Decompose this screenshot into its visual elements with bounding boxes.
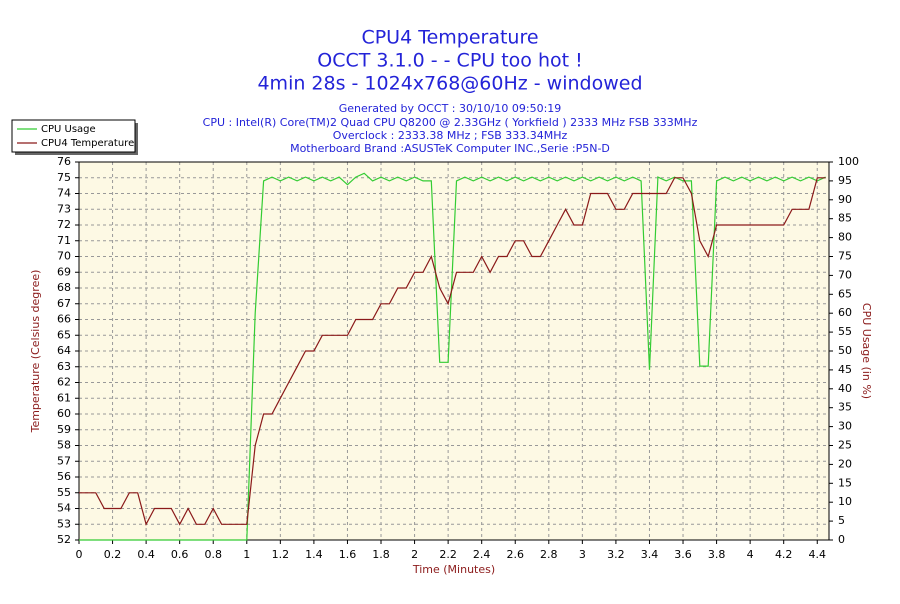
- y-tick-label: 64: [57, 344, 71, 357]
- y-tick-label: 57: [57, 454, 71, 467]
- y-tick-label: 54: [57, 502, 71, 515]
- x-tick-label: 2: [411, 548, 418, 561]
- y2-tick-label: 30: [838, 420, 852, 433]
- y-tick-label: 68: [57, 281, 71, 294]
- x-tick-label: 0.2: [104, 548, 122, 561]
- y-tick-label: 72: [57, 218, 71, 231]
- y-tick-label: 75: [57, 171, 71, 184]
- y2-tick-label: 10: [838, 495, 852, 508]
- legend-label: CPU4 Temperature: [41, 138, 134, 149]
- x-tick-label: 1.8: [372, 548, 390, 561]
- y-tick-label: 58: [57, 439, 71, 452]
- y-tick-label: 62: [57, 376, 71, 389]
- y2-tick-label: 45: [838, 363, 852, 376]
- y-tick-label: 67: [57, 297, 71, 310]
- y2-tick-label: 65: [838, 287, 852, 300]
- x-tick-label: 4.2: [775, 548, 793, 561]
- subtitle: 4min 28s - 1024x768@60Hz - windowed: [257, 73, 642, 95]
- y-tick-label: 66: [57, 313, 71, 326]
- y-tick-label: 74: [57, 187, 71, 200]
- y-tick-label: 65: [57, 328, 71, 341]
- x-tick-label: 3.4: [641, 548, 659, 561]
- info: Overclock : 2333.38 MHz ; FSB 333.34MHz: [333, 129, 568, 142]
- x-tick-label: 0.6: [171, 548, 189, 561]
- y2-tick-label: 55: [838, 325, 852, 338]
- x-tick-label: 0.8: [204, 548, 222, 561]
- x-tick-label: 0: [76, 548, 83, 561]
- y-tick-label: 76: [57, 155, 71, 168]
- y-tick-label: 55: [57, 486, 71, 499]
- y-tick-label: 73: [57, 202, 71, 215]
- y2-tick-label: 95: [838, 174, 852, 187]
- x-tick-label: 3: [579, 548, 586, 561]
- plot-frame: [78, 161, 830, 541]
- y2-tick-label: 75: [838, 250, 852, 263]
- series-line: [79, 177, 826, 526]
- y-tick-label: 61: [57, 391, 71, 404]
- x-tick-label: 3.2: [607, 548, 625, 561]
- y2-tick-label: 5: [838, 514, 845, 527]
- y2-tick-label: 0: [838, 533, 845, 546]
- subtitle: OCCT 3.1.0 - - CPU too hot !: [317, 50, 583, 72]
- y2-axis-label: CPU Usage (in %): [860, 303, 873, 399]
- x-tick-label: 1.6: [339, 548, 357, 561]
- info: Motherboard Brand :ASUSTeK Computer INC.…: [290, 142, 610, 155]
- y2-tick-label: 70: [838, 268, 852, 281]
- y-tick-label: 59: [57, 423, 71, 436]
- y2-tick-label: 85: [838, 212, 852, 225]
- x-tick-label: 3.6: [674, 548, 692, 561]
- info: CPU : Intel(R) Core(TM)2 Quad CPU Q8200 …: [203, 116, 698, 129]
- y-tick-label: 70: [57, 250, 71, 263]
- y-tick-label: 71: [57, 234, 71, 247]
- x-axis-label: Time (Minutes): [412, 563, 495, 576]
- x-tick-label: 1.4: [305, 548, 323, 561]
- x-tick-label: 2.8: [540, 548, 558, 561]
- y2-tick-label: 40: [838, 382, 852, 395]
- y-tick-label: 69: [57, 265, 71, 278]
- x-tick-label: 2.2: [439, 548, 457, 561]
- legend: [11, 119, 136, 153]
- y2-tick-label: 100: [838, 155, 859, 168]
- x-tick-label: 4: [747, 548, 754, 561]
- x-tick-label: 2.4: [473, 548, 491, 561]
- info: Generated by OCCT : 30/10/10 09:50:19: [339, 102, 562, 115]
- y2-tick-label: 60: [838, 306, 852, 319]
- x-tick-label: 1: [243, 548, 250, 561]
- series-line: [79, 172, 826, 541]
- y-tick-label: 53: [57, 517, 71, 530]
- x-tick-label: 4.4: [809, 548, 827, 561]
- y2-tick-label: 20: [838, 457, 852, 470]
- y-tick-label: 63: [57, 360, 71, 373]
- y2-tick-label: 80: [838, 231, 852, 244]
- x-tick-label: 2.6: [506, 548, 524, 561]
- x-tick-label: 3.8: [708, 548, 726, 561]
- y2-tick-label: 90: [838, 193, 852, 206]
- y-tick-label: 60: [57, 407, 71, 420]
- y-tick-label: 52: [57, 533, 71, 546]
- x-tick-label: 0.4: [137, 548, 155, 561]
- legend-label: CPU Usage: [41, 124, 96, 135]
- chart-title: CPU4 Temperature: [361, 27, 538, 49]
- y2-tick-label: 35: [838, 401, 852, 414]
- y2-tick-label: 50: [838, 344, 852, 357]
- y2-tick-label: 15: [838, 476, 852, 489]
- x-tick-label: 1.2: [272, 548, 290, 561]
- y-tick-label: 56: [57, 470, 71, 483]
- y-axis-label: Temperature (Celsius degree): [29, 270, 42, 434]
- y2-tick-label: 25: [838, 439, 852, 452]
